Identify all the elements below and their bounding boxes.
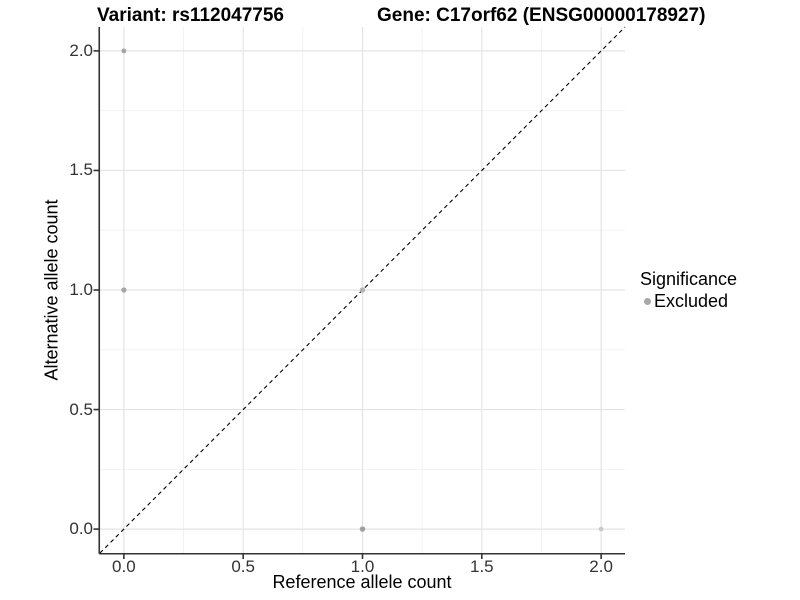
legend-entry-excluded: Excluded [640, 290, 737, 312]
x-tick-label: 1.0 [350, 557, 375, 576]
y-tick-label: 2.0 [69, 40, 93, 60]
x-tick-label: 0.5 [231, 557, 255, 576]
data-point [598, 526, 604, 532]
data-point [121, 287, 127, 293]
y-tick-label: 1.5 [69, 160, 93, 180]
plot-title-gene: Gene: C17orf62 (ENSG00000178927) [377, 5, 706, 26]
y-tick-label: 0.5 [69, 399, 93, 419]
legend: Significance Excluded [640, 268, 737, 312]
legend-title: Significance [640, 269, 738, 289]
x-tick-label: 2.0 [589, 557, 613, 576]
y-tick-label: 1.0 [69, 280, 93, 299]
data-point [121, 48, 127, 54]
y-axis-title: Alternative allele count [41, 199, 62, 381]
x-tick-label: 0.0 [112, 557, 136, 576]
legend-entry-label: Excluded [654, 291, 729, 311]
x-tick-label: 1.5 [469, 557, 494, 576]
y-tick-label: 0.0 [69, 519, 93, 539]
identity-line [99, 26, 626, 554]
legend-key-dot-icon [644, 297, 651, 305]
data-point [359, 287, 366, 293]
data-point [359, 526, 366, 532]
x-axis-title: Reference allele count [272, 572, 452, 592]
plot-title-variant: Variant: rs112047756 [97, 5, 284, 26]
